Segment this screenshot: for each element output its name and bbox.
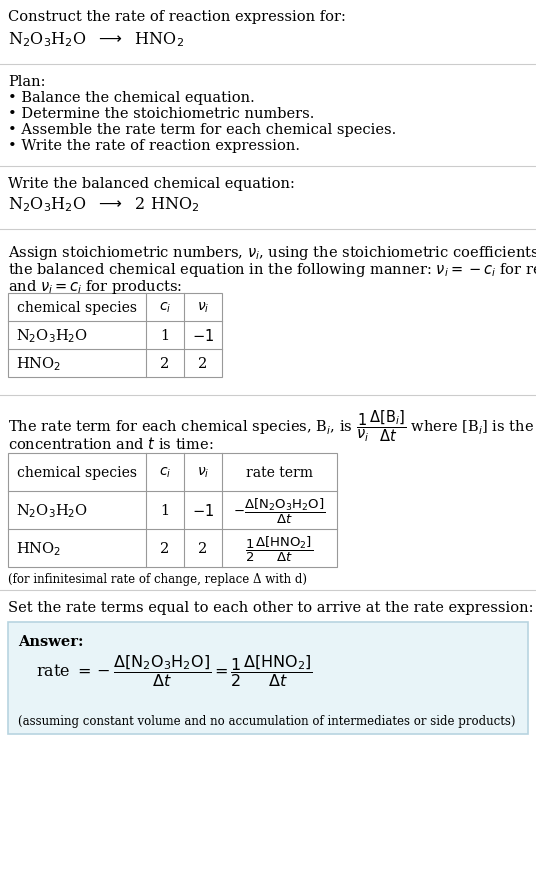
Bar: [8, 453, 337, 567]
Text: $-\dfrac{\Delta[\mathrm{N_2O_3H_2O}]}{\Delta t}$: $-\dfrac{\Delta[\mathrm{N_2O_3H_2O}]}{\D…: [233, 496, 326, 525]
Text: concentration and $t$ is time:: concentration and $t$ is time:: [8, 436, 213, 452]
Text: 2: 2: [198, 357, 207, 371]
Text: • Write the rate of reaction expression.: • Write the rate of reaction expression.: [8, 139, 300, 153]
Text: Construct the rate of reaction expression for:: Construct the rate of reaction expressio…: [8, 10, 346, 24]
Text: 2: 2: [160, 357, 169, 371]
Text: • Balance the chemical equation.: • Balance the chemical equation.: [8, 91, 255, 105]
Text: rate $= -\dfrac{\Delta[\mathrm{N_2O_3H_2O}]}{\Delta t} = \dfrac{1}{2}\dfrac{\Del: rate $= -\dfrac{\Delta[\mathrm{N_2O_3H_2…: [36, 652, 313, 688]
Text: N$_2$O$_3$H$_2$O: N$_2$O$_3$H$_2$O: [16, 502, 88, 519]
Text: $-1$: $-1$: [192, 503, 214, 518]
Text: Set the rate terms equal to each other to arrive at the rate expression:: Set the rate terms equal to each other t…: [8, 601, 533, 614]
Text: Answer:: Answer:: [18, 634, 84, 648]
Text: chemical species: chemical species: [17, 466, 137, 480]
Text: HNO$_2$: HNO$_2$: [16, 354, 61, 373]
Text: • Determine the stoichiometric numbers.: • Determine the stoichiometric numbers.: [8, 107, 315, 121]
Text: 1: 1: [160, 329, 169, 343]
Text: N$_2$O$_3$H$_2$O: N$_2$O$_3$H$_2$O: [16, 327, 88, 345]
Text: 2: 2: [160, 541, 169, 555]
Text: HNO$_2$: HNO$_2$: [16, 539, 61, 557]
Text: • Assemble the rate term for each chemical species.: • Assemble the rate term for each chemic…: [8, 123, 396, 137]
Text: 2: 2: [198, 541, 207, 555]
Text: Assign stoichiometric numbers, $\nu_i$, using the stoichiometric coefficients, $: Assign stoichiometric numbers, $\nu_i$, …: [8, 244, 536, 261]
Text: the balanced chemical equation in the following manner: $\nu_i = -c_i$ for react: the balanced chemical equation in the fo…: [8, 260, 536, 279]
Text: chemical species: chemical species: [17, 301, 137, 315]
Text: and $\nu_i = c_i$ for products:: and $\nu_i = c_i$ for products:: [8, 278, 182, 296]
Text: $\dfrac{1}{2}\dfrac{\Delta[\mathrm{HNO_2}]}{\Delta t}$: $\dfrac{1}{2}\dfrac{\Delta[\mathrm{HNO_2…: [245, 534, 314, 563]
Text: $\nu_i$: $\nu_i$: [197, 301, 209, 315]
Bar: [8, 294, 222, 378]
FancyBboxPatch shape: [8, 623, 528, 734]
Text: $c_i$: $c_i$: [159, 466, 171, 480]
Text: N$_2$O$_3$H$_2$O  $\longrightarrow$  HNO$_2$: N$_2$O$_3$H$_2$O $\longrightarrow$ HNO$_…: [8, 30, 184, 48]
Text: Plan:: Plan:: [8, 75, 46, 89]
Text: N$_2$O$_3$H$_2$O  $\longrightarrow$  2 HNO$_2$: N$_2$O$_3$H$_2$O $\longrightarrow$ 2 HNO…: [8, 195, 199, 213]
Text: The rate term for each chemical species, B$_i$, is $\dfrac{1}{\nu_i}\dfrac{\Delt: The rate term for each chemical species,…: [8, 408, 536, 443]
Text: Write the balanced chemical equation:: Write the balanced chemical equation:: [8, 177, 295, 191]
Text: rate term: rate term: [246, 466, 313, 480]
Text: $\nu_i$: $\nu_i$: [197, 466, 209, 480]
Text: $-1$: $-1$: [192, 328, 214, 344]
Text: (assuming constant volume and no accumulation of intermediates or side products): (assuming constant volume and no accumul…: [18, 714, 516, 727]
Text: 1: 1: [160, 503, 169, 517]
Text: $c_i$: $c_i$: [159, 301, 171, 315]
Text: (for infinitesimal rate of change, replace Δ with d): (for infinitesimal rate of change, repla…: [8, 573, 307, 585]
